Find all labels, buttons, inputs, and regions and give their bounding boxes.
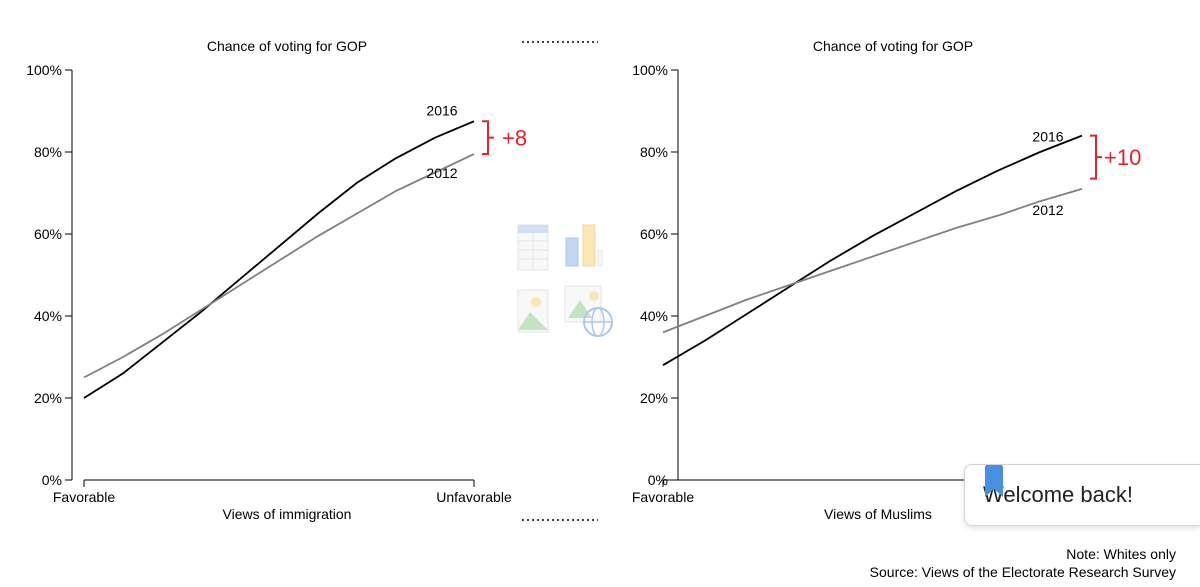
difference-annotation: +8 — [502, 126, 527, 151]
x-axis-label: Views of Muslims — [824, 506, 932, 522]
y-tick-label: 60% — [640, 226, 668, 242]
loading-placeholder — [517, 41, 613, 521]
y-tick-label: 80% — [34, 144, 62, 160]
source-text: Source: Views of the Electorate Research… — [869, 564, 1176, 580]
series-label-2016: 2016 — [426, 102, 457, 118]
bookmark-icon — [985, 465, 1003, 497]
y-tick-label: 80% — [640, 144, 668, 160]
chart-title: Chance of voting for GOP — [207, 38, 367, 54]
y-tick-label: 40% — [640, 308, 668, 324]
y-tick-label: 20% — [640, 390, 668, 406]
series-line-2012 — [662, 188, 1083, 334]
table-icon — [517, 224, 549, 271]
series-line-2016 — [83, 120, 475, 399]
y-tick-label: 20% — [34, 390, 62, 406]
welcome-back-label: Welcome back! — [983, 482, 1133, 507]
note-text: Note: Whites only — [1066, 546, 1176, 562]
series-line-2012 — [83, 153, 475, 379]
difference-bracket — [1090, 134, 1102, 180]
chart-muslims: Chance of voting for GOP0%20%40%60%80%10… — [632, 38, 1141, 522]
welcome-back-toast[interactable]: Welcome back! — [964, 464, 1200, 526]
y-tick-label: 40% — [34, 308, 62, 324]
chart-title: Chance of voting for GOP — [813, 38, 973, 54]
difference-bracket — [482, 120, 494, 156]
globe-image-icon — [564, 285, 613, 337]
series-label-2012: 2012 — [1032, 202, 1063, 218]
image-icon — [517, 289, 549, 333]
bar-chart-icon — [565, 224, 603, 267]
x-tick-label: Unfavorable — [436, 489, 512, 505]
y-tick-label: 100% — [26, 62, 62, 78]
difference-annotation: +10 — [1104, 145, 1141, 170]
x-tick-label: Favorable — [632, 489, 694, 505]
y-tick-label: 60% — [34, 226, 62, 242]
series-line-2016 — [662, 134, 1083, 366]
series-label-2016: 2016 — [1032, 129, 1063, 145]
x-tick-label: Favorable — [53, 489, 115, 505]
x-axis-label: Views of immigration — [223, 506, 352, 522]
y-tick-label: 100% — [632, 62, 668, 78]
chart-footnote: Note: Whites only Source: Views of the E… — [870, 545, 1176, 581]
y-tick-label: 0% — [42, 472, 62, 488]
chart-immigration: Chance of voting for GOP 0% 20% 40% 60% 80% 10… — [26, 38, 527, 522]
series-label-2012: 2012 — [426, 165, 457, 181]
